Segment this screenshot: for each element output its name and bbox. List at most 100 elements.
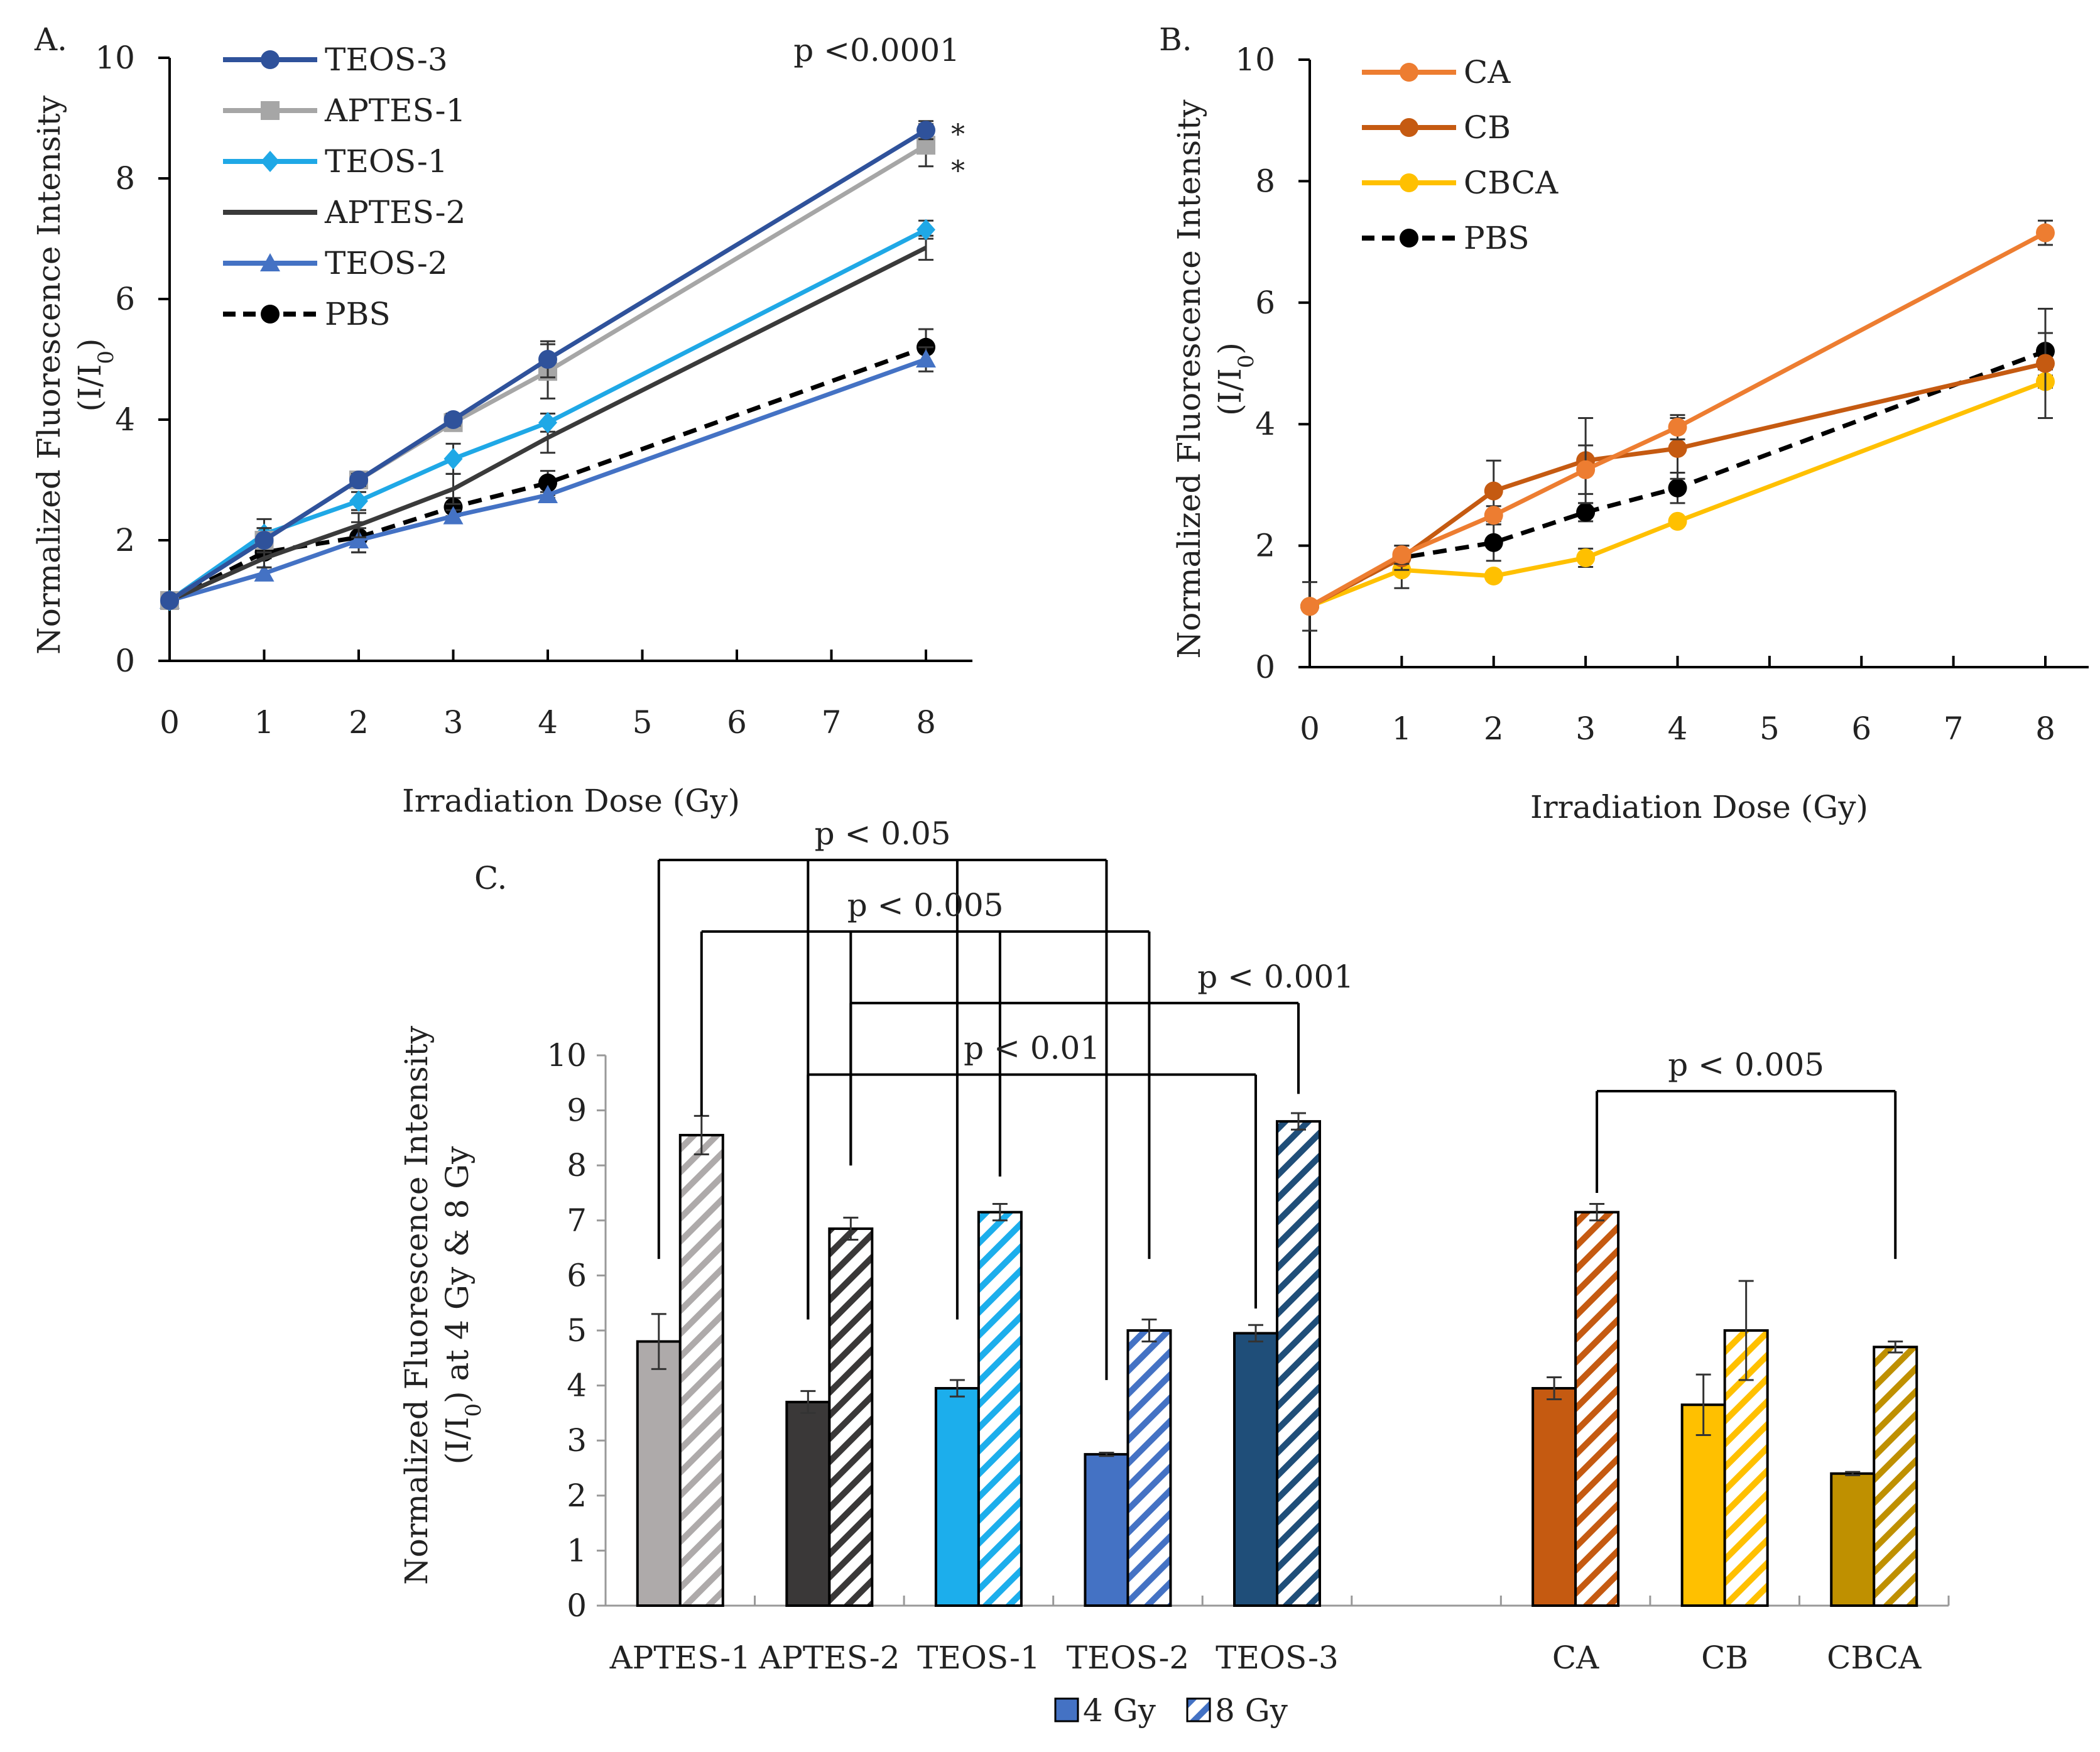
y-tick-label: 10 [95, 40, 135, 76]
bar-group-teos-1 [934, 1203, 1023, 1608]
data-point [1300, 597, 1319, 616]
bar-8gy [1126, 1329, 1172, 1607]
x-tick-label: 2 [1484, 710, 1504, 747]
bracket-label: p < 0.005 [1668, 1047, 1824, 1083]
panel-label: C. [474, 860, 507, 896]
data-point [443, 506, 464, 525]
significance-star: * [951, 155, 965, 187]
bar-8gy [678, 1134, 724, 1607]
data-point [538, 473, 557, 492]
y-tick-label: 2 [1255, 528, 1275, 564]
bar-4gy [1830, 1472, 1876, 1608]
y-tick-label: 7 [567, 1202, 587, 1239]
y-tick-label: 8 [115, 160, 135, 197]
x-tick-label: APTES-1 [609, 1640, 751, 1676]
y-tick-label: 5 [567, 1312, 587, 1349]
bar-group-cb [1680, 1280, 1769, 1607]
significance-bracket: p < 0.005 [1596, 1047, 1897, 1260]
x-tick-label: 5 [633, 704, 653, 741]
x-axis-title: Irradiation Dose (Gy) [1530, 789, 1868, 825]
series-line [1308, 231, 2047, 609]
x-tick-label: 3 [443, 704, 464, 741]
data-point [1484, 506, 1503, 525]
bracket-label: p < 0.005 [847, 887, 1004, 923]
x-tick-label: 7 [822, 704, 842, 741]
bracket-label: p < 0.01 [964, 1030, 1100, 1067]
x-tick-label: 2 [349, 704, 369, 741]
y-tick-label: 6 [567, 1257, 587, 1293]
bar-8gy [977, 1211, 1023, 1608]
data-point [160, 591, 179, 610]
legend-label: 8 Gy [1215, 1692, 1288, 1729]
y-tick-label: 2 [567, 1477, 587, 1514]
legend-swatch-8gy [1186, 1697, 1211, 1722]
data-point [538, 411, 557, 433]
data-point [443, 448, 463, 470]
legend-marker [1400, 229, 1418, 248]
legend-marker [260, 253, 280, 271]
data-point [1668, 511, 1687, 531]
bar-4gy [934, 1386, 980, 1607]
x-tick-label: 0 [1300, 710, 1320, 747]
x-tick-label: 8 [2035, 710, 2055, 747]
legend-marker [1400, 118, 1418, 137]
series-ca [1300, 219, 2055, 616]
legend-swatch-4gy [1054, 1697, 1079, 1722]
legend-label: 4 Gy [1083, 1692, 1156, 1729]
bracket-label: p < 0.001 [1197, 959, 1354, 995]
x-tick-label: 1 [1391, 710, 1412, 747]
legend-label: PBS [1464, 220, 1530, 256]
series-line [168, 128, 927, 602]
x-tick-label: 4 [1668, 710, 1688, 747]
legend-label: APTES-2 [324, 194, 465, 231]
panel-label: A. [34, 21, 67, 58]
series-teos-3 [160, 120, 935, 610]
x-tick-label: TEOS-3 [1216, 1640, 1339, 1676]
x-tick-label: 1 [254, 704, 275, 741]
y-axis-title-unit: (I/I0) at 4 Gy & 8 Gy [439, 1146, 486, 1465]
legend-marker [261, 305, 280, 324]
bar-4gy [636, 1340, 682, 1608]
bar-group-aptes-2 [785, 1216, 874, 1607]
y-tick-label: 1 [567, 1532, 587, 1569]
x-tick-label: 6 [1851, 710, 1871, 747]
data-point [1668, 418, 1687, 437]
series-line [1308, 379, 2047, 609]
data-point [1484, 533, 1503, 552]
bar-group-aptes-1 [636, 1114, 724, 1608]
data-point [443, 410, 463, 429]
x-tick-label: 0 [160, 704, 180, 741]
x-tick-label: CBCA [1827, 1640, 1922, 1676]
data-point [254, 563, 275, 582]
y-axis-title: Normalized Fluorescence Intensity [398, 1025, 435, 1585]
x-axis-title: Irradiation Dose (Gy) [402, 783, 740, 819]
y-axis-title: Normalized Fluorescence Intensity [31, 95, 67, 655]
p-value-annotation: p <0.0001 [793, 32, 960, 68]
legend-marker [261, 50, 280, 69]
data-point [538, 485, 558, 503]
legend: CA CB CBCA PBS [1362, 54, 1559, 256]
x-tick-label: APTES-2 [758, 1640, 900, 1676]
y-tick-label: 0 [115, 643, 135, 679]
legend-marker [261, 151, 280, 172]
data-point [1484, 481, 1503, 501]
data-point [1484, 566, 1503, 585]
bar-8gy [1574, 1211, 1620, 1608]
x-tick-label: CA [1552, 1640, 1599, 1676]
series-line [1308, 349, 2047, 609]
data-point [2036, 223, 2055, 242]
series-line [169, 357, 927, 603]
y-tick-label: 6 [1255, 285, 1275, 321]
data-point [1392, 545, 1412, 565]
y-axis-title-unit: (I/I0) [72, 338, 119, 411]
series-pbs [1300, 332, 2055, 632]
data-point [254, 531, 274, 550]
significance-bracket: p < 0.001 [849, 959, 1354, 1166]
x-tick-label: CB [1701, 1640, 1748, 1676]
y-tick-label: 2 [115, 522, 135, 558]
significance-star: * [951, 119, 965, 151]
bar-8gy [1873, 1346, 1918, 1608]
data-point [1668, 438, 1687, 458]
legend: TEOS-3 APTES-1 TEOS-1 APTES-2 TEOS-2 PBS [223, 41, 465, 332]
x-tick-label: TEOS-1 [917, 1640, 1040, 1676]
